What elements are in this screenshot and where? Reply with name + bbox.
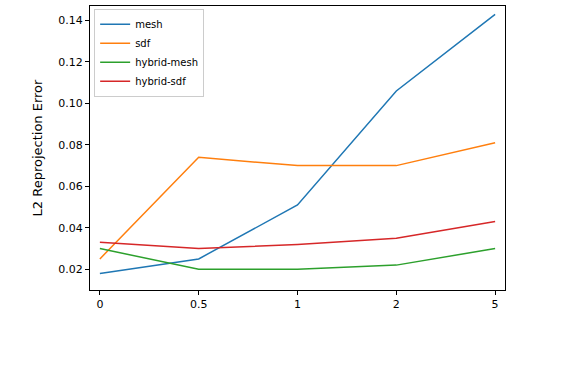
svg-text:0.14: 0.14 <box>58 14 83 27</box>
svg-text:2: 2 <box>393 298 400 311</box>
svg-text:mesh: mesh <box>135 19 162 30</box>
svg-text:0.10: 0.10 <box>58 97 83 110</box>
svg-text:hybrid-mesh: hybrid-mesh <box>135 57 198 68</box>
svg-text:0.06: 0.06 <box>58 180 83 193</box>
svg-text:sdf: sdf <box>135 38 151 49</box>
svg-text:0: 0 <box>96 298 103 311</box>
svg-text:0.5: 0.5 <box>190 298 208 311</box>
svg-text:0.08: 0.08 <box>58 139 83 152</box>
svg-text:1: 1 <box>294 298 301 311</box>
svg-text:0.12: 0.12 <box>58 56 83 69</box>
svg-text:0.02: 0.02 <box>58 263 83 276</box>
svg-text:0.04: 0.04 <box>58 222 83 235</box>
svg-text:hybrid-sdf: hybrid-sdf <box>135 76 186 87</box>
svg-text:L2 Reprojection Error: L2 Reprojection Error <box>30 79 45 216</box>
svg-text:5: 5 <box>492 298 499 311</box>
